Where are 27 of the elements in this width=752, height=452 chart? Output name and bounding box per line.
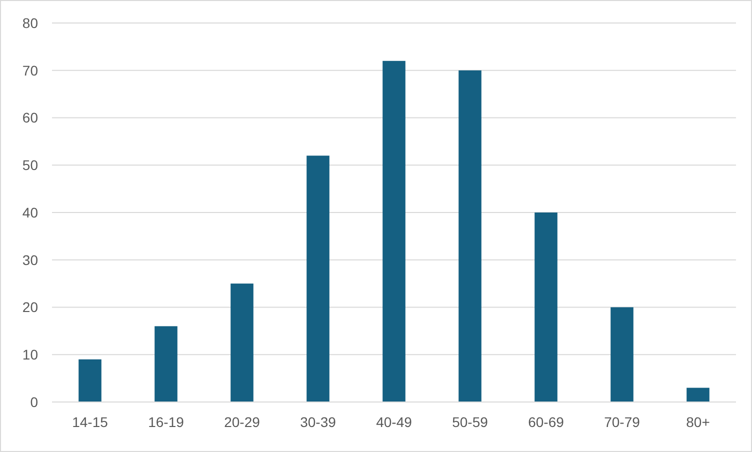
x-tick-label: 20-29 xyxy=(224,414,260,430)
x-tick-label: 60-69 xyxy=(528,414,564,430)
y-tick-label: 50 xyxy=(22,157,38,174)
bar xyxy=(534,212,558,402)
x-tick-label: 14-15 xyxy=(72,414,108,430)
bar xyxy=(230,284,254,402)
y-tick-label: 20 xyxy=(22,299,38,316)
x-tick-label: 80+ xyxy=(686,414,710,430)
x-tick-label: 16-19 xyxy=(148,414,184,430)
bar xyxy=(154,326,178,402)
bar xyxy=(78,359,102,402)
bar xyxy=(382,60,406,402)
y-tick-label: 10 xyxy=(22,346,38,363)
x-tick-label: 50-59 xyxy=(452,414,488,430)
x-tick-label: 40-49 xyxy=(376,414,412,430)
y-tick-label: 30 xyxy=(22,252,38,268)
y-tick-label: 40 xyxy=(22,204,38,220)
bar xyxy=(686,388,710,402)
bar xyxy=(306,156,330,402)
bar xyxy=(610,307,634,402)
bar xyxy=(458,70,482,402)
x-tick-label: 70-79 xyxy=(604,414,640,430)
y-tick-label: 80 xyxy=(22,14,38,31)
y-tick-label: 0 xyxy=(30,394,38,410)
y-tick-label: 70 xyxy=(22,62,38,78)
x-tick-label: 30-39 xyxy=(300,414,336,430)
y-tick-label: 60 xyxy=(22,110,38,126)
